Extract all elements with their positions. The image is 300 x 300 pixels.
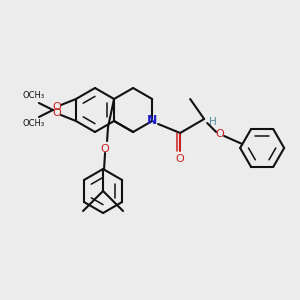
- Text: O: O: [101, 144, 110, 154]
- Text: H: H: [209, 117, 217, 127]
- Text: O: O: [52, 108, 61, 118]
- Text: O: O: [52, 102, 61, 112]
- Text: O: O: [176, 154, 184, 164]
- Text: OCH₃: OCH₃: [23, 92, 45, 100]
- Text: O: O: [216, 129, 224, 139]
- Text: N: N: [147, 115, 157, 128]
- Text: OCH₃: OCH₃: [23, 119, 45, 128]
